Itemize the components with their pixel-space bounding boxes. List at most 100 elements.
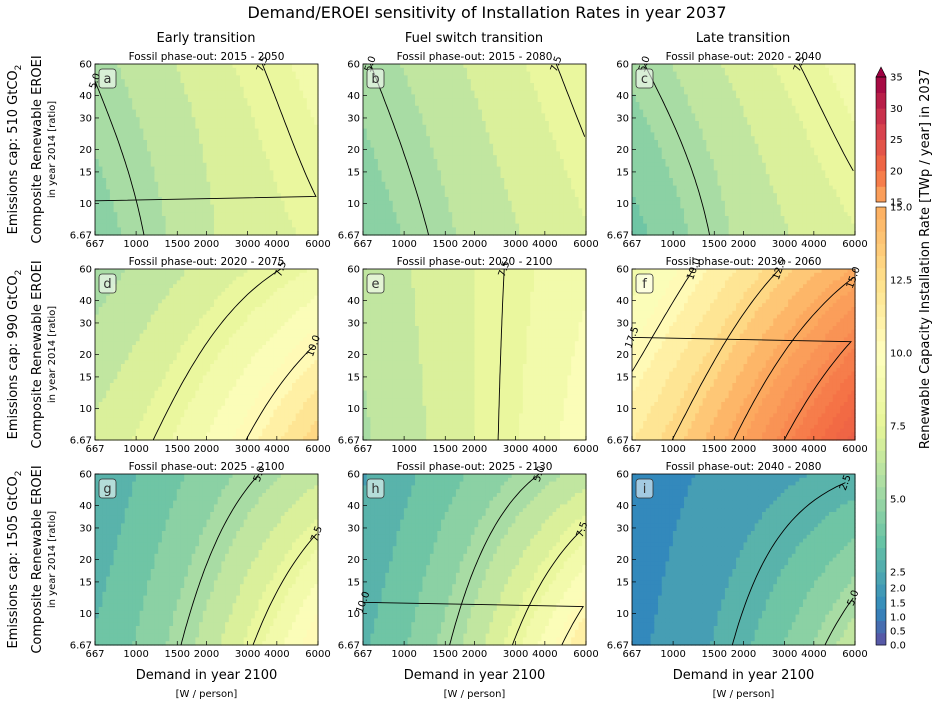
heatmap-cell <box>158 223 163 228</box>
heatmap-cell <box>291 151 297 156</box>
heatmap-cell <box>452 204 457 209</box>
heatmap-cell <box>459 128 464 133</box>
heatmap-cell <box>441 155 446 160</box>
heatmap-cell <box>273 98 278 103</box>
heatmap-cell <box>228 185 234 190</box>
heatmap-cell <box>206 143 211 149</box>
heatmap-cell <box>515 185 520 190</box>
heatmap-cell <box>374 162 379 168</box>
heatmap-cell <box>113 204 118 209</box>
heatmap-cell <box>247 109 252 114</box>
heatmap-cell <box>169 147 174 152</box>
heatmap-cell <box>265 193 271 198</box>
heatmap-cell <box>392 132 398 137</box>
heatmap-cell <box>545 64 550 69</box>
heatmap-cell <box>236 132 241 137</box>
heatmap-cell <box>556 162 561 168</box>
heatmap-cell <box>470 159 476 164</box>
heatmap-cell <box>184 136 189 141</box>
heatmap-cell <box>381 189 386 194</box>
heatmap-cell <box>563 98 569 103</box>
heatmap-cell <box>247 208 252 213</box>
heatmap-cell <box>545 200 550 206</box>
heatmap-cell <box>392 86 398 92</box>
heatmap-cell <box>418 75 424 80</box>
heatmap-cell <box>161 117 167 122</box>
heatmap-cell <box>265 166 271 171</box>
heatmap-cell <box>452 105 457 111</box>
heatmap-cell <box>132 90 137 95</box>
heatmap-cell <box>522 197 528 202</box>
heatmap-cell <box>239 170 245 175</box>
heatmap-cell <box>243 132 248 137</box>
heatmap-cell <box>556 102 561 107</box>
heatmap-cell <box>485 162 490 168</box>
heatmap-cell <box>415 90 420 95</box>
heatmap-cell <box>251 155 256 160</box>
heatmap-cell <box>548 147 554 152</box>
heatmap-cell <box>210 90 215 95</box>
heatmap-cell <box>210 117 215 122</box>
heatmap-cell <box>124 140 130 145</box>
heatmap-cell <box>132 200 137 206</box>
heatmap-cell <box>474 67 479 73</box>
heatmap-cell <box>243 181 248 187</box>
heatmap-cell <box>567 90 572 95</box>
heatmap-cell <box>269 124 274 130</box>
heatmap-cell <box>392 83 398 88</box>
heatmap-cell <box>239 136 245 141</box>
heatmap-cell <box>176 185 182 190</box>
heatmap-cell <box>433 185 438 190</box>
heatmap-cell <box>202 200 208 206</box>
heatmap-cell <box>299 227 304 232</box>
heatmap-cell <box>400 98 405 103</box>
heatmap-cell <box>147 71 152 76</box>
heatmap-cell <box>381 124 386 130</box>
heatmap-cell <box>396 166 401 171</box>
heatmap-cell <box>150 231 156 236</box>
heatmap-cell <box>284 162 289 168</box>
heatmap-cell <box>515 132 520 137</box>
heatmap-cell <box>515 170 520 175</box>
heatmap-cell <box>422 174 427 179</box>
heatmap-cell <box>563 94 569 99</box>
heatmap-cell <box>173 181 178 187</box>
heatmap-cell <box>552 162 557 168</box>
heatmap-cell <box>109 147 115 152</box>
heatmap-cell <box>511 79 516 84</box>
heatmap-cell <box>392 71 398 76</box>
heatmap-cell <box>389 159 394 164</box>
heatmap-cell <box>519 94 524 99</box>
heatmap-cell <box>422 193 427 198</box>
heatmap-cell <box>310 147 315 152</box>
heatmap-cell <box>169 143 174 149</box>
heatmap-cell <box>481 200 487 206</box>
heatmap-cell <box>377 147 383 152</box>
heatmap-cell <box>184 98 189 103</box>
panel-subtitle: Fossil phase-out: 2015 - 2080 <box>397 51 553 63</box>
heatmap-cell <box>143 162 148 168</box>
heatmap-cell <box>567 75 572 80</box>
heatmap-cell <box>548 75 554 80</box>
heatmap-cell <box>389 200 394 206</box>
heatmap-cell <box>463 185 468 190</box>
x-tick-label: 4000 <box>264 239 289 250</box>
heatmap-cell <box>109 200 115 206</box>
heatmap-cell <box>132 113 137 118</box>
heatmap-cell <box>124 231 130 236</box>
heatmap-cell <box>310 159 315 164</box>
heatmap-cell <box>489 189 494 194</box>
heatmap-cell <box>415 98 420 103</box>
heatmap-cell <box>288 102 293 107</box>
heatmap-cell <box>396 109 401 114</box>
heatmap-cell <box>537 128 542 133</box>
heatmap-cell <box>314 143 319 149</box>
heatmap-cell <box>251 67 256 73</box>
heatmap-cell <box>310 83 315 88</box>
heatmap-cell <box>481 181 487 187</box>
heatmap-cell <box>269 204 274 209</box>
heatmap-cell <box>239 117 245 122</box>
heatmap-cell <box>161 185 167 190</box>
heatmap-cell <box>489 117 494 122</box>
heatmap-cell <box>251 212 256 217</box>
